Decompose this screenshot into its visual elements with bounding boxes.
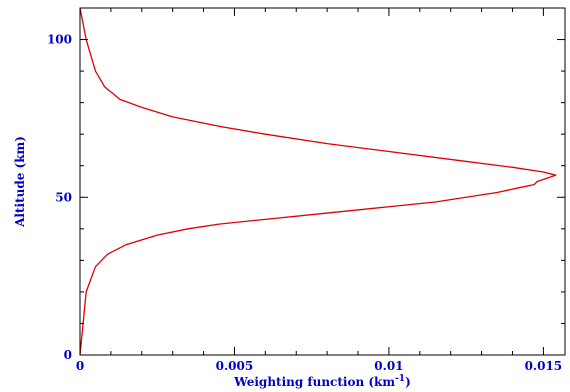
- x-axis-title-main: Weighting function (km: [233, 375, 395, 389]
- x-tick-label: 0.005: [216, 359, 254, 373]
- x-tick-label: 0.015: [525, 359, 563, 373]
- x-tick-label: 0.01: [374, 359, 403, 373]
- y-axis-title: Altitude (km): [13, 136, 27, 228]
- plot-area: [79, 7, 557, 356]
- weighting-function-line: [79, 7, 557, 356]
- y-tick-label: 0: [64, 348, 72, 362]
- x-axis-title: Weighting function (km-1): [233, 374, 411, 389]
- x-axis-title-superscript: -1: [395, 374, 405, 384]
- x-tick-label: 0: [76, 359, 84, 373]
- axes: 0 0.005 0.01 0.015 0 50 100: [47, 7, 566, 373]
- y-tick-label: 50: [55, 190, 72, 204]
- plot-frame: [79, 7, 566, 356]
- y-tick-label: 100: [47, 33, 72, 47]
- x-axis-title-suffix: ): [405, 375, 411, 389]
